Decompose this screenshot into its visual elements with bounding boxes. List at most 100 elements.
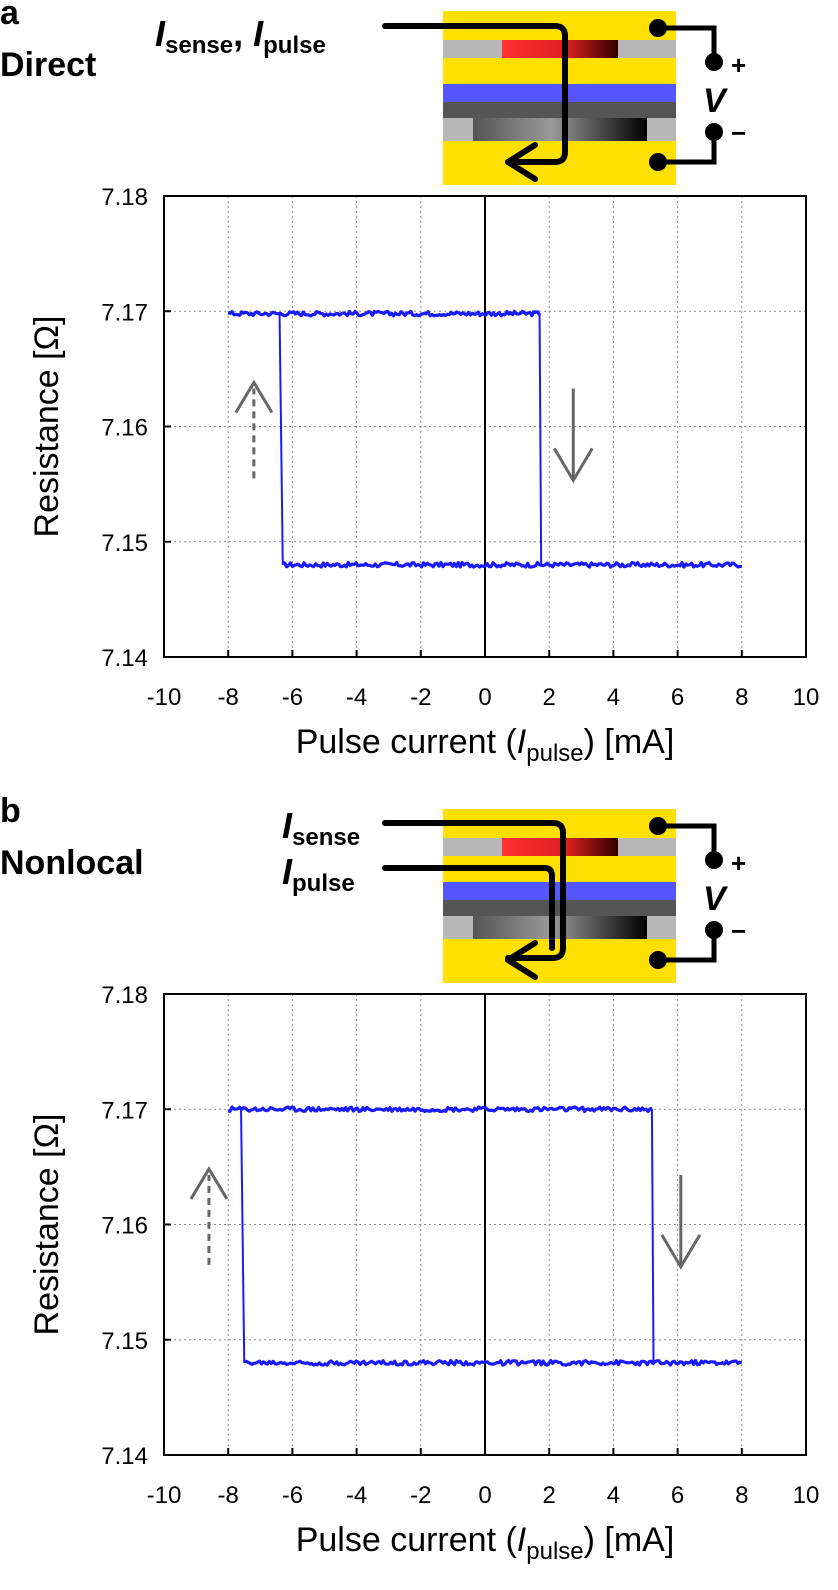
- x-tick-label: -10: [147, 684, 182, 711]
- series-switch-up: [278, 313, 284, 565]
- x-tick-label: -10: [147, 1482, 182, 1509]
- data-series: [227, 1105, 743, 1367]
- x-tick-label: 10: [793, 1482, 820, 1509]
- current-label-part: pulse: [292, 870, 355, 897]
- current-label-part: I: [282, 851, 293, 892]
- current-label-part: I: [253, 13, 264, 54]
- x-axis-label-part: ) [mA]: [584, 1521, 675, 1559]
- x-axis-label-part: Pulse current (: [296, 1521, 518, 1559]
- voltage-lead-top: [655, 823, 717, 863]
- probe-dot: [649, 817, 667, 835]
- x-axis-label-part: pulse: [526, 1538, 583, 1565]
- series-switch-up: [240, 1109, 246, 1363]
- series-high-branch: [227, 309, 541, 318]
- middle-layer-blue: [443, 882, 676, 900]
- current-label: Isense, Ipulse: [155, 13, 326, 59]
- space: [243, 13, 253, 54]
- plus-sign: +: [731, 50, 746, 80]
- x-tick-label: 2: [543, 1482, 556, 1509]
- pulse-current-label: Ipulse: [282, 851, 355, 897]
- y-tick-label: 7.18: [101, 982, 148, 1009]
- y-tick-label: 7.18: [101, 184, 148, 211]
- middle-layer-dark: [443, 102, 676, 118]
- current-arrow-head: [505, 940, 538, 980]
- minus-sign: −: [731, 118, 746, 148]
- probe-dot: [649, 19, 667, 37]
- x-axis-label-part: Pulse current (: [296, 723, 518, 761]
- voltage-lead-top: [655, 25, 717, 65]
- x-tick-label: 4: [607, 684, 620, 711]
- series-low-branch: [282, 560, 743, 569]
- x-tick-label: 2: [543, 684, 556, 711]
- series-low-branch: [244, 1358, 743, 1367]
- voltage-label: V: [703, 880, 729, 918]
- y-tick-label: 7.14: [101, 1443, 148, 1470]
- x-tick-label: 6: [671, 684, 684, 711]
- y-tick-label: 7.15: [101, 530, 148, 557]
- current-label-part: I: [155, 13, 166, 54]
- y-tick-label: 7.16: [101, 1213, 148, 1240]
- series-high-branch: [227, 1105, 653, 1114]
- x-axis-label: Pulse current (Ipulse) [mA]: [296, 723, 675, 767]
- probe-dot: [705, 851, 723, 869]
- x-tick-label: -6: [282, 684, 303, 711]
- x-tick-label: -8: [218, 1482, 239, 1509]
- x-axis-label-part: I: [517, 1521, 527, 1559]
- probe-dot: [705, 921, 723, 939]
- current-arrow-head: [505, 142, 538, 182]
- down-arrow-head: [552, 447, 594, 484]
- current-path: [382, 23, 568, 165]
- panel-title: Direct: [0, 46, 96, 84]
- probe-dot: [705, 53, 723, 71]
- dashed-up-arrow-head: [189, 1166, 229, 1200]
- x-tick-label: 0: [478, 1482, 491, 1509]
- x-axis-label-part: ) [mA]: [584, 723, 675, 761]
- plot-area: -10 -8 -6 -4 -2 0 2 4 6 8 10 7.14 7.15 7.16 7.17 7.18 Pu…: [28, 184, 819, 767]
- dashed-up-arrow-head: [234, 379, 274, 414]
- current-label-part: I: [282, 805, 293, 846]
- x-tick-label: -2: [410, 1482, 431, 1509]
- minus-sign: −: [731, 916, 746, 946]
- voltage-lead-bottom: [655, 927, 717, 963]
- panel-letter: b: [0, 792, 21, 830]
- current-label-part: sense: [165, 32, 233, 59]
- current-label-part: ,: [233, 13, 243, 54]
- probe-dot: [649, 951, 667, 969]
- current-path-sense: [382, 820, 566, 961]
- x-tick-label: 8: [735, 1482, 748, 1509]
- x-tick-label: 6: [671, 1482, 684, 1509]
- x-tick-label: 0: [478, 684, 491, 711]
- device-schematic: V+ − Isense, Ipulse: [155, 11, 746, 185]
- x-tick-label: 4: [607, 1482, 620, 1509]
- x-axis-label: Pulse current (Ipulse) [mA]: [296, 1521, 675, 1565]
- middle-layer-blue: [443, 84, 676, 102]
- panel-letter: a: [0, 0, 20, 32]
- y-tick-label: 7.14: [101, 645, 148, 672]
- down-arrow-head: [660, 1234, 702, 1270]
- panel-title: Nonlocal: [0, 844, 144, 882]
- current-path-pulse: [382, 865, 555, 951]
- data-series: [227, 309, 743, 569]
- panel-a: a Direct V+ − Isense, Ipulse -10 -8 -6 -4 -2 0 2 4 6 8…: [0, 0, 819, 767]
- x-tick-label: -2: [410, 684, 431, 711]
- series-switch-down: [538, 313, 543, 565]
- y-tick-label: 7.17: [101, 1097, 148, 1124]
- middle-layer-dark: [443, 900, 676, 916]
- current-label-part: sense: [292, 824, 360, 851]
- top-layer-red: [502, 40, 618, 58]
- series-switch-down: [650, 1109, 655, 1363]
- x-tick-label: -8: [218, 684, 239, 711]
- y-tick-label: 7.17: [101, 299, 148, 326]
- x-tick-label: 10: [793, 684, 820, 711]
- sense-current-label: Isense: [282, 805, 360, 851]
- x-tick-label: -4: [346, 684, 367, 711]
- y-tick-label: 7.16: [101, 415, 148, 442]
- probe-dot: [705, 123, 723, 141]
- bottom-layer-gradient: [473, 118, 647, 141]
- x-axis-label-part: pulse: [526, 740, 583, 767]
- x-tick-label: -4: [346, 1482, 367, 1509]
- voltage-label: V: [703, 82, 729, 120]
